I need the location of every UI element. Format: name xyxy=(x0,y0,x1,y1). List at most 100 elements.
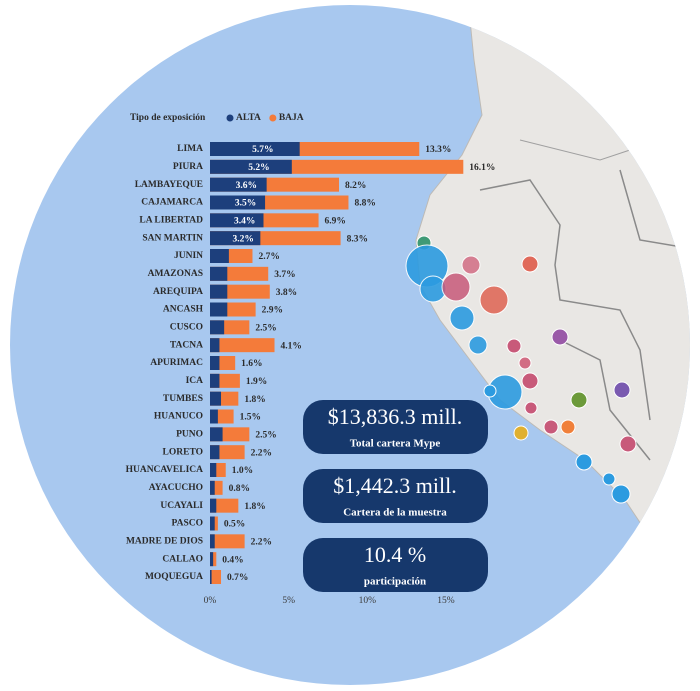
category-label: TACNA xyxy=(170,340,203,350)
value-label: 2.5% xyxy=(255,431,276,441)
category-label: AREQUIPA xyxy=(153,287,203,297)
bar xyxy=(210,338,275,353)
bar xyxy=(210,159,292,174)
bar xyxy=(210,195,266,210)
kpi-label: participación xyxy=(364,576,426,588)
bar xyxy=(210,391,222,406)
bar xyxy=(210,463,217,477)
category-label: PIURA xyxy=(173,162,203,172)
bar xyxy=(210,320,225,335)
bar xyxy=(210,534,215,549)
bar xyxy=(210,570,212,584)
bar xyxy=(210,480,215,495)
bar xyxy=(210,373,220,388)
legend-label: ALTA xyxy=(236,113,261,123)
category-label: LORETO xyxy=(163,447,203,457)
category-label: TUMBES xyxy=(163,394,203,404)
bar xyxy=(210,498,217,513)
bar xyxy=(210,142,300,156)
category-label: JUNIN xyxy=(174,251,203,261)
value-label: 3.6% xyxy=(236,181,257,191)
kpi-card xyxy=(303,400,488,454)
kpi-group: $13,836.3 mill. Total cartera Mype $1,442.… xyxy=(303,400,488,592)
value-label: 1.9% xyxy=(246,377,267,387)
value-label: 5.7% xyxy=(252,145,273,155)
category-label: LIMA xyxy=(177,144,203,154)
value-label: 0.5% xyxy=(224,520,245,530)
plot: 0% 5% 10% 15% LIMA 13.3% 5.7% PIURA 16.1% 5.2% LAM… xyxy=(126,142,495,606)
value-label: 6.9% xyxy=(325,217,346,227)
value-label: 3.5% xyxy=(235,199,256,209)
category-label: AMAZONAS xyxy=(148,269,203,279)
value-label: 1.5% xyxy=(240,413,261,423)
map-bubbles xyxy=(405,235,637,504)
value-label: 2.7% xyxy=(258,252,279,262)
value-label: 1.6% xyxy=(241,359,262,369)
legend-label: BAJA xyxy=(279,113,304,123)
bar xyxy=(210,552,214,567)
value-label: 1.8% xyxy=(244,395,265,405)
bar xyxy=(210,516,215,531)
x-tick-label: 15% xyxy=(437,596,455,606)
bar xyxy=(210,427,223,442)
category-label: UCAYALI xyxy=(160,501,203,511)
bar xyxy=(210,409,218,424)
category-label: CUSCO xyxy=(170,323,203,333)
value-label: 4.1% xyxy=(281,341,302,351)
kpi-label: Total cartera Mype xyxy=(350,438,441,450)
x-tick-label: 0% xyxy=(204,596,217,606)
legend: ALTA BAJA xyxy=(226,113,304,123)
bar xyxy=(210,498,239,513)
category-label: ANCASH xyxy=(163,305,204,315)
value-label: 13.3% xyxy=(425,145,451,155)
bar xyxy=(210,249,229,263)
x-tick-label: 10% xyxy=(359,596,377,606)
value-label: 1.0% xyxy=(232,466,253,476)
value-label: 16.1% xyxy=(469,163,495,173)
value-label: 8.8% xyxy=(354,199,375,209)
category-label: MADRE DE DIOS xyxy=(126,537,203,547)
value-label: 1.8% xyxy=(244,502,265,512)
category-label: HUANUCO xyxy=(154,412,203,422)
value-label: 0.7% xyxy=(227,573,248,583)
value-label: 2.2% xyxy=(251,538,272,548)
value-label: 0.8% xyxy=(229,484,250,494)
value-label: 3.8% xyxy=(276,288,297,298)
value-label: 5.2% xyxy=(248,163,269,173)
value-label: 0.4% xyxy=(222,555,243,565)
category-label: CAJAMARCA xyxy=(141,198,203,208)
bar xyxy=(210,534,245,549)
bar xyxy=(210,338,220,353)
legend-marker xyxy=(269,114,277,122)
bar xyxy=(210,213,264,228)
category-label: PASCO xyxy=(172,519,204,529)
category-label: SAN MARTIN xyxy=(142,233,203,243)
category-label: PUNO xyxy=(176,430,203,440)
bar xyxy=(210,266,228,281)
value-label: 3.7% xyxy=(274,270,295,280)
category-label: AYACUCHO xyxy=(149,483,203,493)
category-label: CALLAO xyxy=(162,554,203,564)
bar xyxy=(210,231,261,246)
kpi-cards: $13,836.3 mill. Total cartera Mype $1,442.… xyxy=(303,400,488,592)
bar xyxy=(210,356,220,370)
kpi-value: 10.4 % xyxy=(364,542,426,567)
category-label: MOQUEGUA xyxy=(145,572,203,582)
value-label: 3.2% xyxy=(232,234,253,244)
category-label: LAMBAYEQUE xyxy=(135,180,203,190)
bar xyxy=(210,570,222,584)
kpi-value: $1,442.3 mill. xyxy=(333,473,456,498)
bar xyxy=(210,445,220,460)
value-label: 8.2% xyxy=(345,181,366,191)
legend-marker xyxy=(226,114,234,122)
value-label: 2.2% xyxy=(251,448,272,458)
bar xyxy=(210,302,228,317)
kpi-card xyxy=(303,538,488,592)
kpi-label: Cartera de la muestra xyxy=(343,507,447,519)
category-label: APURIMAC xyxy=(150,358,203,368)
value-label: 2.5% xyxy=(255,324,276,334)
kpi-card xyxy=(303,469,488,523)
value-label: 2.9% xyxy=(262,306,283,316)
